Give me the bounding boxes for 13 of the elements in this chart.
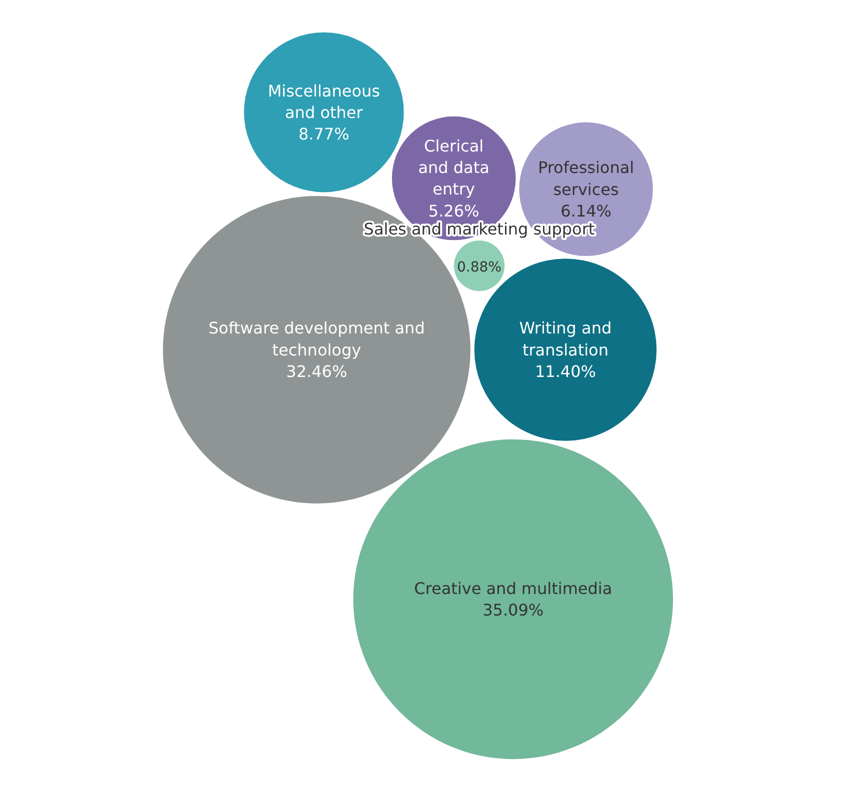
category-label: Professional services bbox=[538, 158, 634, 199]
data-label: 32.46% bbox=[286, 362, 348, 381]
data-label: 0.88% bbox=[457, 259, 502, 276]
data-label: 8.77% bbox=[298, 124, 350, 144]
category-label: Creative and multimedia bbox=[414, 579, 612, 598]
category-label: Software development and technology bbox=[208, 318, 425, 360]
data-label: 35.09% bbox=[482, 600, 544, 620]
data-label: 6.14% bbox=[560, 201, 612, 220]
category-label: Clerical and data entry bbox=[418, 136, 490, 199]
data-label: 5.26% bbox=[428, 201, 480, 220]
data-label: 11.40% bbox=[534, 362, 596, 381]
category-label: Miscellaneous and other bbox=[268, 81, 380, 122]
category-label: Writing and translation bbox=[519, 318, 612, 360]
